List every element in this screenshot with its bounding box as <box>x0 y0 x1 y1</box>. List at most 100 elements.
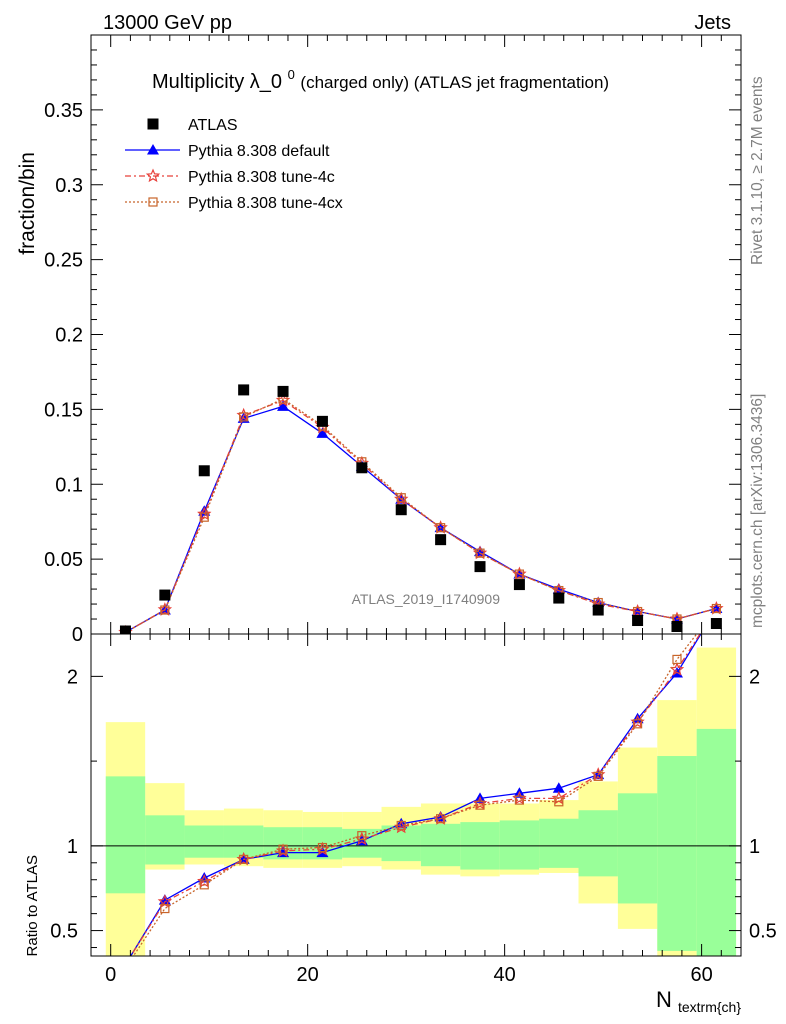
line-pythia-8-308-tune-4c <box>125 399 717 633</box>
ratio-point-pythia-8-308-tune-4cx <box>514 795 525 805</box>
y-tick-label: 0 <box>72 624 83 646</box>
point-atlas <box>671 621 683 633</box>
ratio-point-pythia-8-308-tune-4cx <box>632 719 643 729</box>
x-tick-label: 40 <box>494 964 516 986</box>
ratio-point-pythia-8-308-tune-4cx <box>160 903 170 914</box>
ratio-point-pythia-8-308-tune-4cx <box>239 854 249 865</box>
ratio-point-pythia-8-308-tune-4c <box>120 958 131 969</box>
plot-title-main: Multiplicity λ_0 <box>152 71 282 93</box>
x-axis-label-sub: textrm{ch} <box>678 999 741 1015</box>
point-atlas <box>592 604 604 616</box>
point-pythia-8-308-tune-4cx <box>475 548 485 558</box>
point-atlas <box>632 615 644 627</box>
ratio-point-pythia-8-308-tune-4c <box>551 790 566 805</box>
y-tick-label: 0.25 <box>44 250 83 272</box>
legend-marker <box>145 168 161 183</box>
x-tick-label: 0 <box>105 964 116 986</box>
legend-marker <box>147 118 159 130</box>
line-pythia-8-308-tune-4cx <box>125 398 717 633</box>
top-panel: 00.050.10.150.20.250.30.35 fraction/bin … <box>16 34 742 646</box>
legend: ATLAS Pythia 8.308 default Pythia 8.308 tu… <box>125 117 343 212</box>
point-atlas <box>356 462 368 474</box>
point-atlas <box>513 579 525 591</box>
point-atlas <box>435 534 447 546</box>
point-pythia-8-308-tune-4cx <box>199 512 209 522</box>
legend-label: Pythia 8.308 tune-4cx <box>188 195 343 212</box>
ratio-y-tick-label-right: 0.5 <box>749 921 777 943</box>
y-tick-label: 0.1 <box>55 474 83 496</box>
analysis-watermark: ATLAS_2019_I1740909 <box>352 591 501 607</box>
point-atlas <box>395 504 407 516</box>
ratio-axes: 0 20 40 60 0.5 0.5 1 1 2 2 <box>50 634 777 986</box>
band-inner-bin <box>145 815 185 865</box>
band-inner-bin <box>696 728 737 956</box>
x-axis-label: N textrm{ch} <box>656 987 741 1015</box>
ratio-y-tick-label-right: 2 <box>749 666 760 688</box>
legend-label: Pythia 8.308 default <box>188 143 330 160</box>
ratio-point-pythia-8-308-tune-4cx <box>357 831 367 841</box>
x-tick-label: 60 <box>690 964 712 986</box>
y-tick-label: 0.3 <box>55 175 83 197</box>
x-axis-label-main: N <box>656 987 672 1012</box>
bottom-panel-frame <box>90 633 742 957</box>
ratio-y-tick-label: 2 <box>67 666 78 688</box>
ratio-point-pythia-8-308-tune-4cx <box>121 964 129 972</box>
ratio-point-pythia-8-308-tune-4cx <box>317 842 328 853</box>
ratio-point-pythia-8-308-tune-4cx <box>672 654 682 665</box>
side-label-bottom: mcplots.cern.ch [arXiv:1306.3436] <box>749 394 766 628</box>
point-pythia-8-308-tune-4cx <box>436 523 446 533</box>
band-inner-bin <box>105 776 146 894</box>
top-plot-area <box>118 384 724 634</box>
ratio-line-pythia-8-308-tune-4cx <box>132 634 698 956</box>
plot-title-rest: (charged only) (ATLAS jet fragmentation) <box>300 73 609 92</box>
y-tick-label: 0.15 <box>44 399 83 421</box>
ratio-point-pythia-8-308-default <box>119 958 131 969</box>
band-inner-bin <box>539 818 579 868</box>
x-tick-label: 20 <box>297 964 319 986</box>
header-left: 13000 GeV pp <box>103 12 232 34</box>
ratio-point-pythia-8-308-tune-4cx <box>396 820 406 831</box>
point-atlas <box>474 561 486 573</box>
point-pythia-8-308-tune-4c <box>197 506 212 521</box>
point-pythia-8-308-tune-4cx <box>396 493 406 503</box>
legend-label: ATLAS <box>188 117 238 134</box>
ratio-point-pythia-8-308-default <box>552 782 565 793</box>
ratio-point-pythia-8-308-tune-4cx <box>593 771 603 781</box>
point-pythia-8-308-default <box>316 427 329 438</box>
y-tick-label: 0.2 <box>55 325 83 347</box>
bottom-panel: 0 20 40 60 0.5 0.5 1 1 2 2 Ratio to ATLAS N textr… <box>24 633 777 1015</box>
legend-marker <box>148 197 158 207</box>
ratio-point-pythia-8-308-tune-4cx <box>475 800 485 810</box>
point-pythia-8-308-tune-4cx <box>160 605 170 615</box>
band-inner-bin <box>617 793 658 904</box>
y-tick-label: 0.05 <box>44 549 83 571</box>
ratio-line-pythia-8-308-default <box>129 634 702 956</box>
band-inner-bin <box>420 823 461 867</box>
ratio-y-axis-label: Ratio to ATLAS <box>24 855 41 956</box>
point-pythia-8-308-tune-4cx <box>239 412 249 422</box>
legend-label: Pythia 8.308 tune-4c <box>188 169 335 186</box>
point-atlas <box>159 589 171 601</box>
ratio-point-pythia-8-308-tune-4cx <box>199 880 209 890</box>
plot-title-sup: 0 <box>288 67 295 82</box>
plot-title: Multiplicity λ_0 0 (charged only) (ATLAS… <box>152 62 609 93</box>
point-atlas <box>553 592 565 604</box>
band-inner-bin <box>184 825 224 858</box>
point-pythia-8-308-tune-4cx <box>711 603 721 614</box>
band-inner-bin <box>578 810 618 877</box>
top-y-axis-label: fraction/bin <box>16 152 39 255</box>
point-atlas <box>316 415 328 427</box>
point-atlas <box>238 384 250 396</box>
band-inner-bin <box>499 820 540 870</box>
point-atlas <box>277 385 289 397</box>
ratio-y-tick-label: 0.5 <box>50 921 78 943</box>
band-inner-bin <box>657 756 697 951</box>
ratio-point-pythia-8-308-tune-4cx <box>278 844 288 854</box>
point-pythia-8-308-tune-4cx <box>514 569 525 579</box>
ratio-line-pythia-8-308-tune-4c <box>130 634 701 956</box>
ratio-point-pythia-8-308-tune-4cx <box>436 814 446 824</box>
point-atlas <box>710 618 722 630</box>
side-label-top: Rivet 3.1.10, ≥ 2.7M events <box>749 76 766 265</box>
top-axes: 0 0.05 0.1 0.15 0.2 0.25 0.3 0.35 <box>44 34 742 646</box>
